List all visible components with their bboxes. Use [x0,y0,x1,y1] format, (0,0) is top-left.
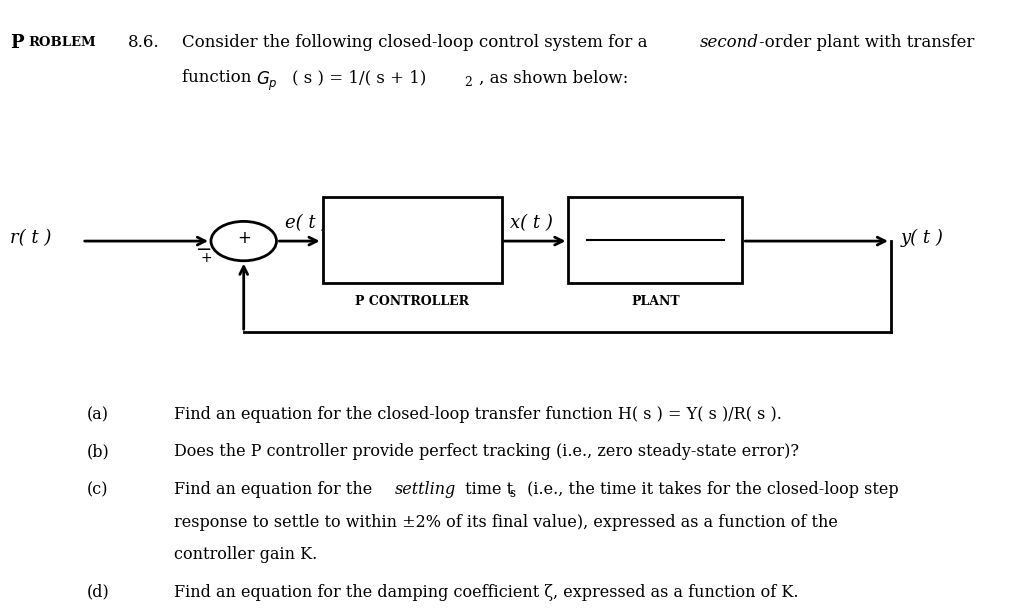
Text: Find an equation for the damping coefficient ζ, expressed as a function of K.: Find an equation for the damping coeffic… [174,584,799,601]
Text: (a): (a) [87,406,109,423]
Text: y( t ): y( t ) [901,229,944,247]
Text: x( t ): x( t ) [510,214,553,232]
Text: , as shown below:: , as shown below: [479,69,629,87]
Text: r( t ): r( t ) [10,229,51,247]
Text: Find an equation for the: Find an equation for the [174,481,378,498]
Text: 2: 2 [464,76,472,89]
FancyBboxPatch shape [323,197,502,283]
Text: $+$: $+$ [237,229,251,247]
Text: -order plant with transfer: -order plant with transfer [759,34,974,51]
Text: Consider the following closed-loop control system for a: Consider the following closed-loop contr… [182,34,653,51]
Text: function: function [182,69,257,87]
Text: $-$: $-$ [195,239,211,258]
Text: (c): (c) [87,481,109,498]
Text: Does the P controller provide perfect tracking (i.e., zero steady-state error)?: Does the P controller provide perfect tr… [174,443,799,461]
Text: s: s [509,487,515,500]
Text: $G_p$: $G_p$ [256,69,278,93]
Text: (b): (b) [87,443,110,461]
Text: 8.6.: 8.6. [128,34,160,51]
Text: Find an equation for the closed-loop transfer function H( s ) = Y( s )/R( s ).: Find an equation for the closed-loop tra… [174,406,782,423]
FancyBboxPatch shape [568,197,742,283]
Text: P CONTROLLER: P CONTROLLER [355,295,469,308]
Text: $G_c$( s ) = K: $G_c$( s ) = K [362,226,462,248]
Text: 1: 1 [649,213,662,232]
Text: response to settle to within ±2% of its final value), expressed as a function of: response to settle to within ±2% of its … [174,514,838,531]
Text: e( t ): e( t ) [285,214,328,232]
Text: ( s + 1): ( s + 1) [620,251,681,268]
Text: controller gain K.: controller gain K. [174,546,317,563]
Text: $+$: $+$ [200,251,212,264]
Text: ROBLEM: ROBLEM [29,36,96,49]
Text: P: P [10,34,24,52]
Text: PLANT: PLANT [631,295,680,308]
Text: time t: time t [460,481,513,498]
Text: ( s ) = 1/( s + 1): ( s ) = 1/( s + 1) [292,69,426,87]
Text: second: second [699,34,759,51]
Text: (d): (d) [87,584,110,601]
Text: (i.e., the time it takes for the closed-loop step: (i.e., the time it takes for the closed-… [522,481,899,498]
Text: 2: 2 [705,264,713,277]
Text: settling: settling [395,481,457,498]
